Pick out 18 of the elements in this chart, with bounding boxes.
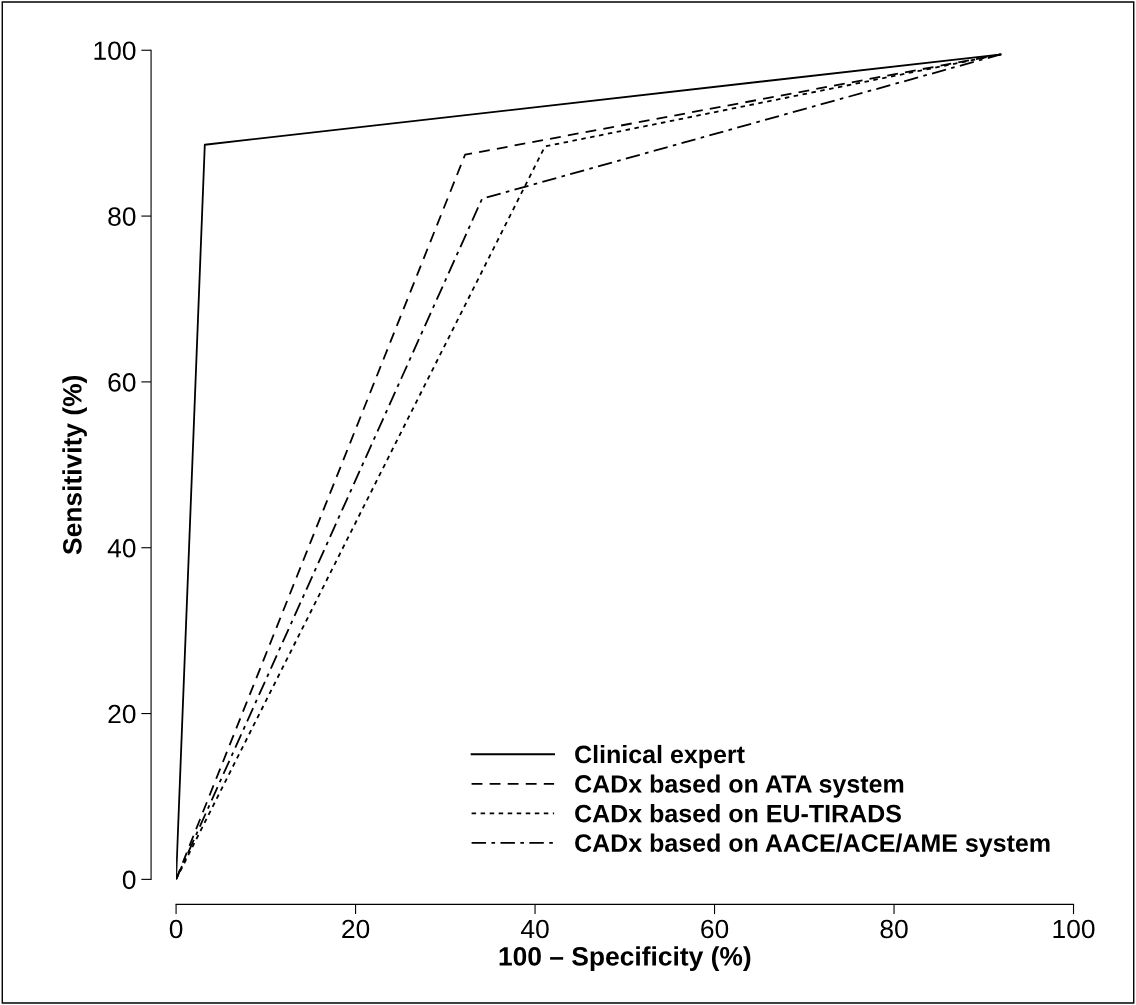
y-tick-label: 100 [94,41,136,61]
x-axis-title: 100 – Specificity (%) [499,946,751,971]
y-tick-label: 20 [108,704,136,724]
y-tick-label: 0 [122,870,136,890]
x-tick-label: 0 [169,919,183,939]
y-tick-label: 40 [107,538,136,558]
x-tick-label: 40 [520,919,549,939]
x-tick-label: 20 [342,919,370,939]
y-tick-label: 80 [108,207,136,226]
x-tick-label: 60 [701,919,729,939]
y-axis-title: Sensitivity (%) [62,375,87,555]
legend-label: Clinical expert [575,744,745,769]
legend-label: CADx based on EU-TIRADS [575,804,901,823]
legend-label: CADx based on AACE/ACE/AME system [575,833,1050,857]
x-tick-label: 80 [880,919,908,939]
legend-label: CADx based on ATA system [575,774,904,798]
y-tick-label: 60 [108,373,136,392]
x-tick-label: 100 [1053,919,1095,939]
